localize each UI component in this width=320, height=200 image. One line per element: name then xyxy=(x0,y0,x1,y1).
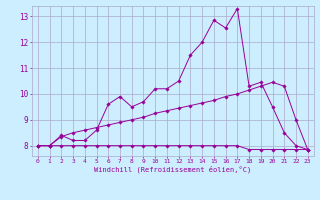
X-axis label: Windchill (Refroidissement éolien,°C): Windchill (Refroidissement éolien,°C) xyxy=(94,166,252,173)
